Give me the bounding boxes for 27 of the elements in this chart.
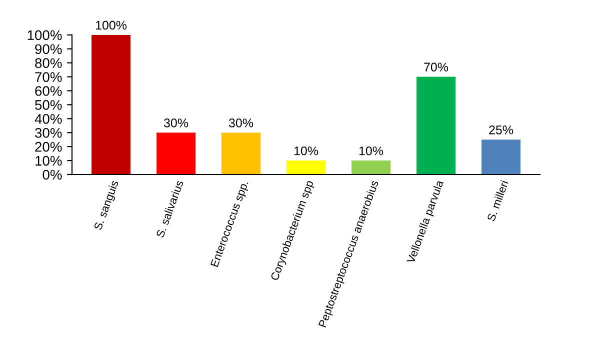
y-tick-label: 20%: [35, 142, 62, 152]
data-label: 30%: [164, 118, 188, 128]
data-label: 10%: [359, 146, 384, 156]
y-tick-label: 10%: [36, 156, 62, 166]
data-label: 100%: [96, 20, 127, 30]
y-tick-label: 40%: [34, 114, 62, 124]
y-tick-label: 70%: [35, 72, 62, 82]
y-tick-label: 90%: [35, 44, 62, 54]
y-tick-label: 60%: [35, 86, 62, 96]
bar: [482, 140, 520, 174]
y-tick-label: 0%: [42, 170, 62, 180]
data-label: 30%: [228, 118, 254, 128]
data-label: 25%: [489, 126, 514, 134]
data-label: 10%: [294, 146, 318, 156]
bar: [156, 132, 196, 174]
y-tick-label: 80%: [35, 58, 62, 68]
y-tick-label: 100%: [28, 30, 62, 40]
x-tick-label: S. sanguis: [93, 180, 121, 232]
bar: [286, 160, 326, 174]
bar: [222, 132, 260, 174]
data-label: 70%: [424, 62, 448, 72]
x-tick-label: S. milleri: [486, 180, 508, 222]
bar: [92, 34, 130, 174]
y-tick-label: 50%: [35, 100, 62, 110]
y-tick-label: 30%: [35, 128, 62, 138]
bar: [352, 160, 390, 174]
bar: [416, 76, 456, 174]
